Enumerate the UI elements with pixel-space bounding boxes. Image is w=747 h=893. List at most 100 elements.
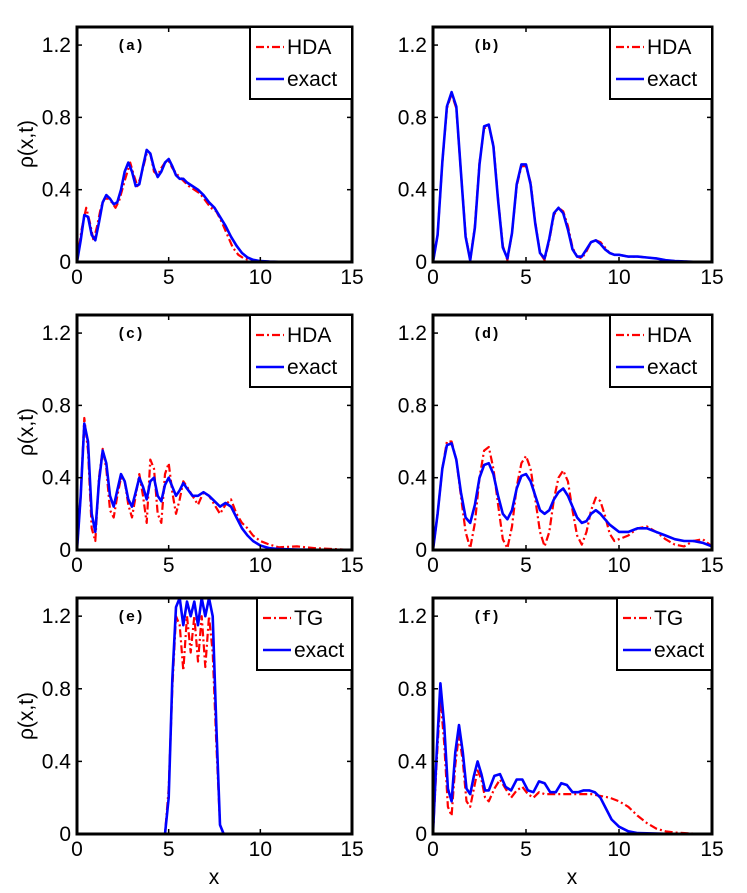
legend-label-hda: HDA — [287, 324, 331, 347]
y-tick-label: 0.8 — [398, 106, 427, 129]
x-tick-label: 5 — [520, 266, 532, 289]
legend-label-exact: exact — [294, 639, 344, 662]
x-tick-label: 0 — [71, 266, 83, 289]
x-tick-label: 5 — [163, 554, 175, 577]
series-exact-line — [433, 681, 712, 834]
y-tick-label: 0.8 — [398, 678, 427, 701]
x-axis-label: x — [209, 866, 220, 889]
axes-frame — [431, 596, 714, 836]
x-tick-label: 0 — [71, 554, 83, 577]
y-tick-label: 1.2 — [42, 34, 71, 57]
legend-label-exact: exact — [647, 68, 697, 91]
panel-a: 0 5 10 15 0 0.4 0.8 1.2 (a) HDA exact — [42, 25, 364, 289]
y-tick-label: 0 — [415, 823, 427, 846]
panel-b: 0 5 10 15 0 0.4 0.8 1.2 (b) HDA exact — [398, 25, 724, 289]
panel-label: (a) — [117, 38, 144, 55]
x-axis-label: x — [567, 866, 578, 889]
x-tick-label: 0 — [427, 554, 439, 577]
x-tick-label: 10 — [249, 266, 272, 289]
legend: HDA exact — [609, 26, 713, 100]
panel-f: 0 5 10 15 0 0.4 0.8 1.2 (f) TG exact — [398, 596, 724, 861]
x-tick-label: 0 — [427, 838, 439, 861]
legend: HDA exact — [609, 314, 713, 388]
axes-frame — [75, 313, 354, 552]
legend-label-tg: TG — [294, 607, 323, 630]
panel-d: 0 5 10 15 0 0.4 0.8 1.2 (d) HDA exact — [398, 313, 724, 577]
x-tick-label: 15 — [340, 266, 363, 289]
legend-box — [249, 26, 353, 100]
legend-box — [616, 597, 713, 671]
x-tick-label: 10 — [607, 554, 630, 577]
y-tick-label: 0.8 — [42, 678, 71, 701]
y-tick-label: 0.4 — [42, 750, 72, 773]
legend-box — [609, 314, 713, 388]
legend: HDA exact — [249, 314, 353, 388]
legend: HDA exact — [249, 26, 353, 100]
series-exact-line — [77, 148, 352, 262]
axes-frame — [431, 25, 714, 264]
x-tick-label: 15 — [700, 554, 723, 577]
x-tick-label: 15 — [340, 554, 363, 577]
y-tick-label: 0.4 — [398, 467, 428, 490]
y-tick-label: 0.4 — [398, 750, 428, 773]
y-tick-label: 0.4 — [398, 179, 428, 202]
y-axis-label: ρ(x,t) — [15, 692, 38, 740]
x-tick-label: 10 — [607, 838, 630, 861]
legend-label-exact: exact — [287, 68, 337, 91]
panel-label: (f) — [473, 609, 500, 626]
y-tick-label: 0 — [59, 823, 71, 846]
axes-frame — [431, 313, 714, 552]
x-tick-label: 5 — [163, 838, 175, 861]
x-tick-label: 5 — [163, 266, 175, 289]
legend-label-tg: TG — [654, 607, 683, 630]
legend: TG exact — [616, 597, 713, 671]
legend-label-hda: HDA — [287, 36, 331, 59]
legend-box — [256, 597, 353, 671]
panel-label: (e) — [117, 609, 144, 626]
series-hda-line — [433, 440, 712, 550]
y-tick-label: 0 — [415, 251, 427, 274]
series-exact-line — [77, 422, 352, 550]
y-tick-label: 0 — [415, 539, 427, 562]
y-tick-label: 1.2 — [398, 605, 427, 628]
y-tick-label: 1.2 — [398, 322, 427, 345]
legend-label-exact: exact — [654, 639, 704, 662]
series-exact-line — [77, 598, 352, 834]
y-tick-label: 1.2 — [398, 34, 427, 57]
series-exact-line — [433, 90, 712, 262]
legend: TG exact — [256, 597, 353, 671]
series-exact-line — [433, 441, 712, 550]
y-tick-label: 0.4 — [42, 467, 72, 490]
x-tick-label: 0 — [71, 838, 83, 861]
legend-label-hda: HDA — [647, 36, 691, 59]
x-tick-label: 10 — [249, 554, 272, 577]
y-axis-label: ρ(x,t) — [15, 408, 38, 456]
x-tick-label: 0 — [427, 266, 439, 289]
y-tick-label: 0.8 — [42, 394, 71, 417]
legend-box — [609, 26, 713, 100]
x-tick-label: 5 — [520, 554, 532, 577]
series-tg-line — [433, 696, 712, 834]
panel-label: (b) — [473, 38, 500, 55]
panel-c: 0 5 10 15 0 0.4 0.8 1.2 (c) HDA exact — [42, 313, 364, 577]
panel-label: (c) — [117, 326, 144, 343]
legend-label-hda: HDA — [647, 324, 691, 347]
series-hda-line — [77, 152, 352, 262]
legend-label-exact: exact — [287, 356, 337, 379]
legend-box — [249, 314, 353, 388]
axes-frame — [75, 596, 354, 836]
y-axis-label: ρ(x,t) — [15, 120, 38, 168]
x-tick-label: 5 — [520, 838, 532, 861]
x-tick-label: 10 — [607, 266, 630, 289]
y-tick-label: 0.8 — [398, 394, 427, 417]
y-tick-label: 0 — [59, 251, 71, 274]
axes-frame — [75, 25, 354, 264]
x-tick-label: 15 — [340, 838, 363, 861]
y-tick-label: 0.4 — [42, 179, 72, 202]
x-tick-label: 10 — [249, 838, 272, 861]
y-tick-label: 0.8 — [42, 106, 71, 129]
y-tick-label: 1.2 — [42, 605, 71, 628]
y-tick-label: 1.2 — [42, 322, 71, 345]
x-tick-label: 15 — [700, 266, 723, 289]
